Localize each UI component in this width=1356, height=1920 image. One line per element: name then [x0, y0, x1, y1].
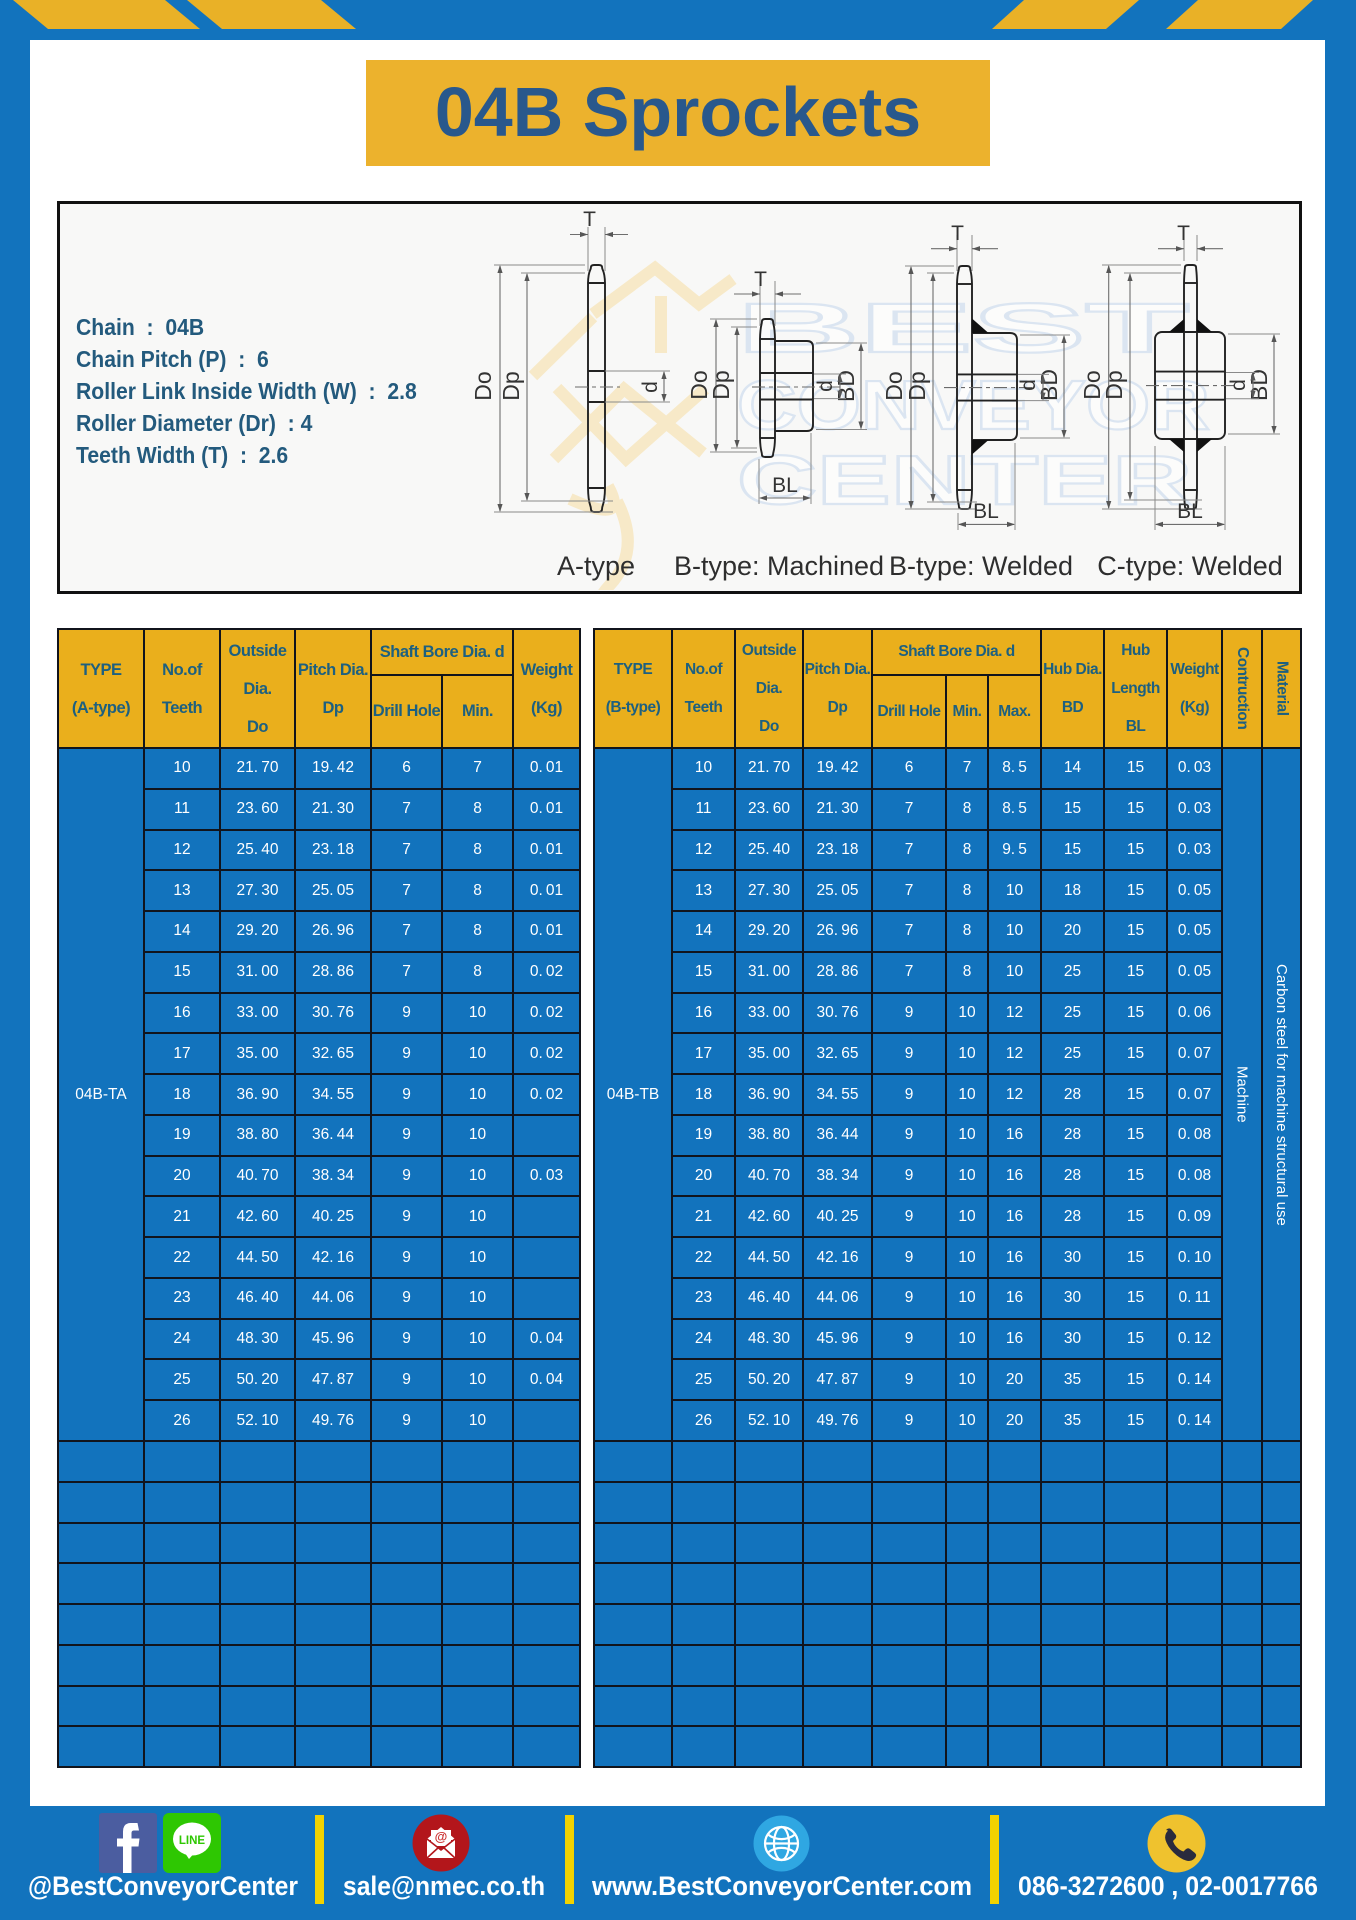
svg-text:d: d — [1017, 379, 1040, 391]
svg-text:C-type: Welded: C-type: Welded — [1097, 551, 1283, 581]
svg-text:T: T — [1177, 222, 1190, 245]
svg-text:BL: BL — [772, 474, 798, 497]
svg-text:T: T — [583, 208, 596, 231]
svg-text:B-type: Welded: B-type: Welded — [889, 551, 1073, 581]
svg-text:T: T — [951, 222, 964, 245]
svg-text:d: d — [1227, 379, 1250, 391]
svg-text:Do: Do — [686, 370, 712, 399]
svg-text:Dp: Dp — [1101, 370, 1127, 399]
svg-text:d: d — [814, 380, 837, 392]
svg-text:A-type: A-type — [557, 551, 635, 581]
svg-text:BD: BD — [1246, 369, 1272, 401]
svg-text:LINE: LINE — [179, 1835, 206, 1847]
svg-text:BD: BD — [833, 370, 859, 402]
svg-text:BL: BL — [1177, 500, 1203, 523]
svg-text:Dp: Dp — [498, 371, 524, 400]
svg-text:T: T — [754, 268, 767, 291]
svg-text:Dp: Dp — [708, 370, 734, 399]
svg-text:BEST: BEST — [737, 289, 1189, 367]
svg-text:d: d — [639, 381, 662, 393]
svg-text:@: @ — [435, 1829, 448, 1844]
svg-text:CENTER: CENTER — [737, 441, 1192, 519]
svg-text:Do: Do — [1079, 370, 1105, 399]
svg-text:BL: BL — [973, 500, 999, 523]
svg-text:CONVEYOR: CONVEYOR — [737, 366, 1210, 444]
svg-text:Dp: Dp — [904, 371, 930, 400]
svg-text:Do: Do — [470, 371, 496, 400]
svg-text:B-type: Machined: B-type: Machined — [674, 551, 884, 581]
svg-text:Do: Do — [881, 371, 907, 400]
